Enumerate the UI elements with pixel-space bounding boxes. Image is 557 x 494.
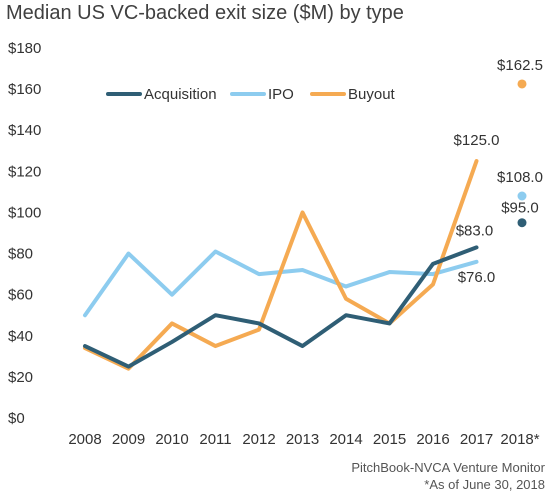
series-line-acquisition: [83, 245, 479, 369]
data-labels: $125.0 $83.0 $76.0 $162.5 $108.0 $95.0: [454, 57, 543, 286]
point-2018-buyout: [517, 79, 527, 89]
data-label-ipo: $76.0: [458, 269, 496, 286]
x-tick-label: 2018*: [500, 431, 539, 448]
data-label-acquisition: $95.0: [501, 200, 539, 217]
legend-label-acquisition: Acquisition: [144, 86, 217, 103]
x-tick-label: 2010: [155, 431, 188, 448]
data-label-acquisition: $83.0: [456, 222, 494, 239]
x-tick-label: 2009: [112, 431, 145, 448]
x-tick-label: 2008: [68, 431, 101, 448]
series-lines: [83, 159, 479, 371]
x-tick-label: 2016: [416, 431, 449, 448]
data-label-buyout: $162.5: [497, 57, 543, 74]
chart-title: Median US VC-backed exit size ($M) by ty…: [6, 2, 404, 24]
x-tick-label: 2014: [329, 431, 362, 448]
y-tick-label: $100: [8, 204, 41, 221]
y-tick-label: $180: [8, 40, 41, 57]
data-label-buyout: $125.0: [454, 132, 500, 149]
point-2018-ipo: [517, 191, 527, 201]
source-note: PitchBook-NVCA Venture Monitor *As of Ju…: [351, 459, 545, 493]
y-tick-label: $20: [8, 369, 33, 386]
y-tick-label: $60: [8, 287, 33, 304]
x-tick-label: 2013: [286, 431, 319, 448]
footnote-line: *As of June 30, 2018: [424, 477, 545, 492]
legend-label-ipo: IPO: [268, 86, 294, 103]
series-points: [517, 79, 527, 228]
legend: Acquisition IPO Buyout: [106, 86, 396, 103]
y-tick-label: $80: [8, 246, 33, 263]
x-tick-label: 2017: [460, 431, 493, 448]
x-tick-label: 2015: [373, 431, 406, 448]
y-tick-label: $40: [8, 328, 33, 345]
y-tick-label: $120: [8, 163, 41, 180]
series-line-buyout: [83, 159, 479, 371]
source-line: PitchBook-NVCA Venture Monitor: [351, 460, 545, 475]
legend-label-buyout: Buyout: [348, 86, 396, 103]
x-tick-label: 2012: [242, 431, 275, 448]
y-tick-label: $140: [8, 122, 41, 139]
y-axis: $0 $20 $40 $60 $80 $100 $120 $140 $160 $180: [8, 40, 41, 427]
y-tick-label: $0: [8, 410, 25, 427]
x-tick-label: 2011: [199, 431, 231, 448]
data-label-ipo: $108.0: [497, 169, 543, 186]
x-axis: 2008 2009 2010 2011 2012 2013 2014 2015 2016 2017…: [68, 431, 539, 448]
y-tick-label: $160: [8, 81, 41, 98]
point-2018-acquisition: [517, 218, 527, 228]
